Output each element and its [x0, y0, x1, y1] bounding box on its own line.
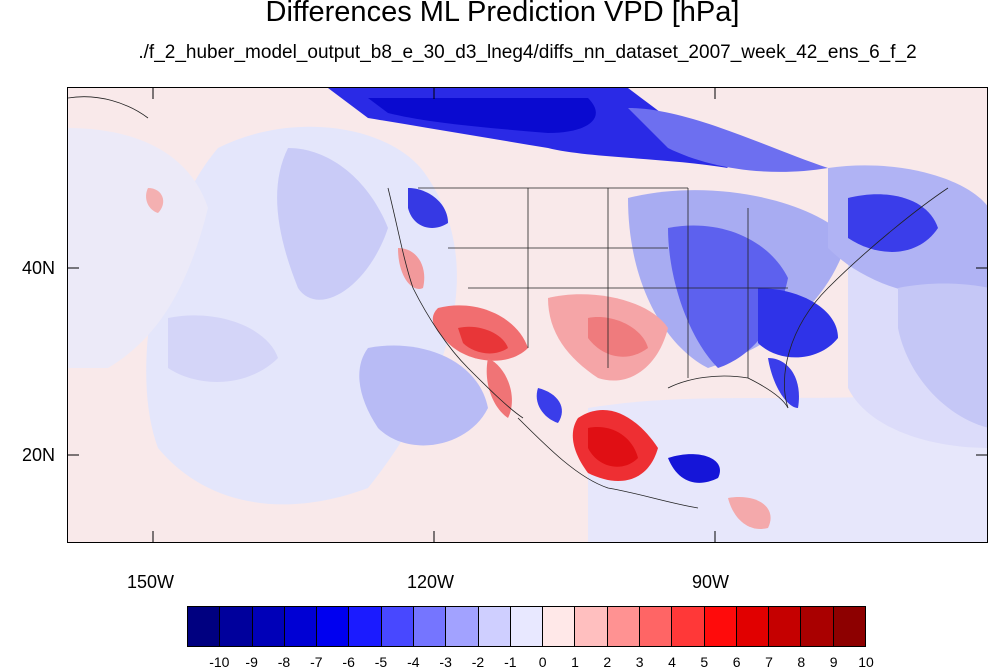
colorbar-swatch [413, 607, 447, 646]
colorbar-tick-label: -10 [209, 654, 230, 670]
colorbar-tick-label: 7 [765, 654, 773, 670]
colorbar-tick-label: 1 [571, 654, 579, 670]
colorbar-tick-label: 5 [700, 654, 709, 670]
colorbar-tick-label: -2 [471, 654, 485, 670]
colorbar-tick-label: -6 [342, 654, 355, 670]
colorbar-swatch [672, 607, 705, 646]
colorbar-tick-label: 8 [797, 654, 806, 670]
colorbar-swatch [639, 607, 673, 646]
colorbar-tick-label: 0 [538, 654, 547, 670]
colorbar-tick-label: -1 [504, 654, 517, 670]
colorbar-swatch [381, 607, 414, 646]
map-title: Differences ML Prediction VPD [hPa] [265, 0, 740, 28]
colorbar-tick-label: 2 [603, 654, 612, 670]
lat-label-20n: 20N [22, 445, 56, 465]
colorbar-swatch [188, 607, 221, 646]
lon-label-150w: 150W [127, 572, 175, 592]
colorbar-swatch [510, 607, 544, 646]
colorbar-tick-label: -4 [407, 654, 420, 670]
colorbar-tick-label: 10 [858, 654, 874, 670]
colorbar-tick-label: 9 [829, 654, 838, 670]
vpd-difference-field [68, 88, 987, 542]
colorbar-swatch [801, 607, 834, 646]
colorbar-swatch [317, 607, 350, 646]
colorbar-swatch [607, 607, 640, 646]
lon-label-90w: 90W [692, 572, 730, 592]
map-subtitle: ./f_2_huber_model_output_b8_e_30_d3_lneg… [138, 42, 917, 63]
colorbar-tick-label: 3 [635, 654, 644, 670]
colorbar-tick-label: 6 [732, 654, 741, 670]
map-plot-area [67, 87, 988, 543]
colorbar-tick-label: -5 [374, 654, 388, 670]
colorbar-swatch [833, 607, 865, 646]
colorbar-tick-label: -9 [245, 654, 258, 670]
colorbar-swatch [543, 607, 576, 646]
colorbar-swatch [349, 607, 382, 646]
colorbar-swatch [704, 607, 737, 646]
colorbar-tick-label: -8 [277, 654, 291, 670]
colorbar-swatch [575, 607, 608, 646]
colorbar [187, 606, 866, 647]
colorbar-swatch [736, 607, 770, 646]
colorbar-tick-label: -3 [439, 654, 452, 670]
colorbar-tick-label: 4 [668, 654, 676, 670]
colorbar-swatch [478, 607, 511, 646]
lat-label-40n: 40N [22, 258, 56, 278]
colorbar-swatch [252, 607, 285, 646]
lon-label-120w: 120W [407, 572, 455, 592]
colorbar-swatch [220, 607, 253, 646]
colorbar-swatch [446, 607, 479, 646]
colorbar-swatch [769, 607, 802, 646]
colorbar-tick-label: -7 [310, 654, 323, 670]
colorbar-swatch [284, 607, 318, 646]
